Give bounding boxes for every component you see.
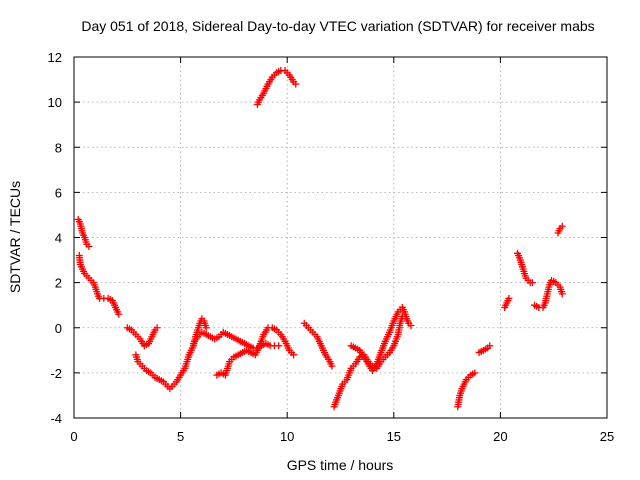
- data-point: [115, 310, 123, 318]
- data-point: [486, 342, 494, 350]
- y-tick-label: -2: [50, 366, 62, 381]
- y-tick-label: 0: [55, 321, 62, 336]
- x-axis-label: GPS time / hours: [287, 457, 394, 473]
- y-tick-label: -4: [50, 411, 62, 426]
- data-point: [528, 279, 536, 287]
- y-tick-label: 12: [48, 50, 62, 65]
- data-point: [558, 222, 566, 230]
- y-tick-label: 6: [55, 185, 62, 200]
- data-point: [153, 324, 161, 332]
- data-point: [202, 324, 210, 332]
- axis-ticks: 0 5 10 15 20 25 -4 -2 0 2 4 6 8 10 12: [48, 50, 615, 444]
- x-tick-label: 5: [177, 429, 184, 444]
- data-point: [407, 321, 415, 329]
- x-tick-label: 10: [280, 429, 294, 444]
- x-tick-label: 25: [600, 429, 614, 444]
- data-point: [505, 294, 513, 302]
- x-tick-label: 20: [493, 429, 507, 444]
- data-point: [292, 80, 300, 88]
- data-point: [558, 290, 566, 298]
- data-point: [471, 369, 479, 377]
- data-point: [328, 362, 336, 370]
- y-tick-label: 10: [48, 95, 62, 110]
- x-tick-label: 15: [387, 429, 401, 444]
- y-tick-label: 4: [55, 231, 62, 246]
- chart-title: Day 051 of 2018, Sidereal Day-to-day VTE…: [81, 18, 594, 34]
- data-point: [275, 342, 283, 350]
- data-point: [290, 351, 298, 359]
- y-tick-label: 2: [55, 276, 62, 291]
- plot-frame: [73, 56, 608, 419]
- data-point: [85, 243, 93, 251]
- y-tick-label: 8: [55, 140, 62, 155]
- x-tick-label: 0: [70, 429, 77, 444]
- data-points: [74, 67, 566, 411]
- grid: [74, 57, 607, 418]
- y-axis-label: SDTVAR / TECUs: [7, 181, 23, 293]
